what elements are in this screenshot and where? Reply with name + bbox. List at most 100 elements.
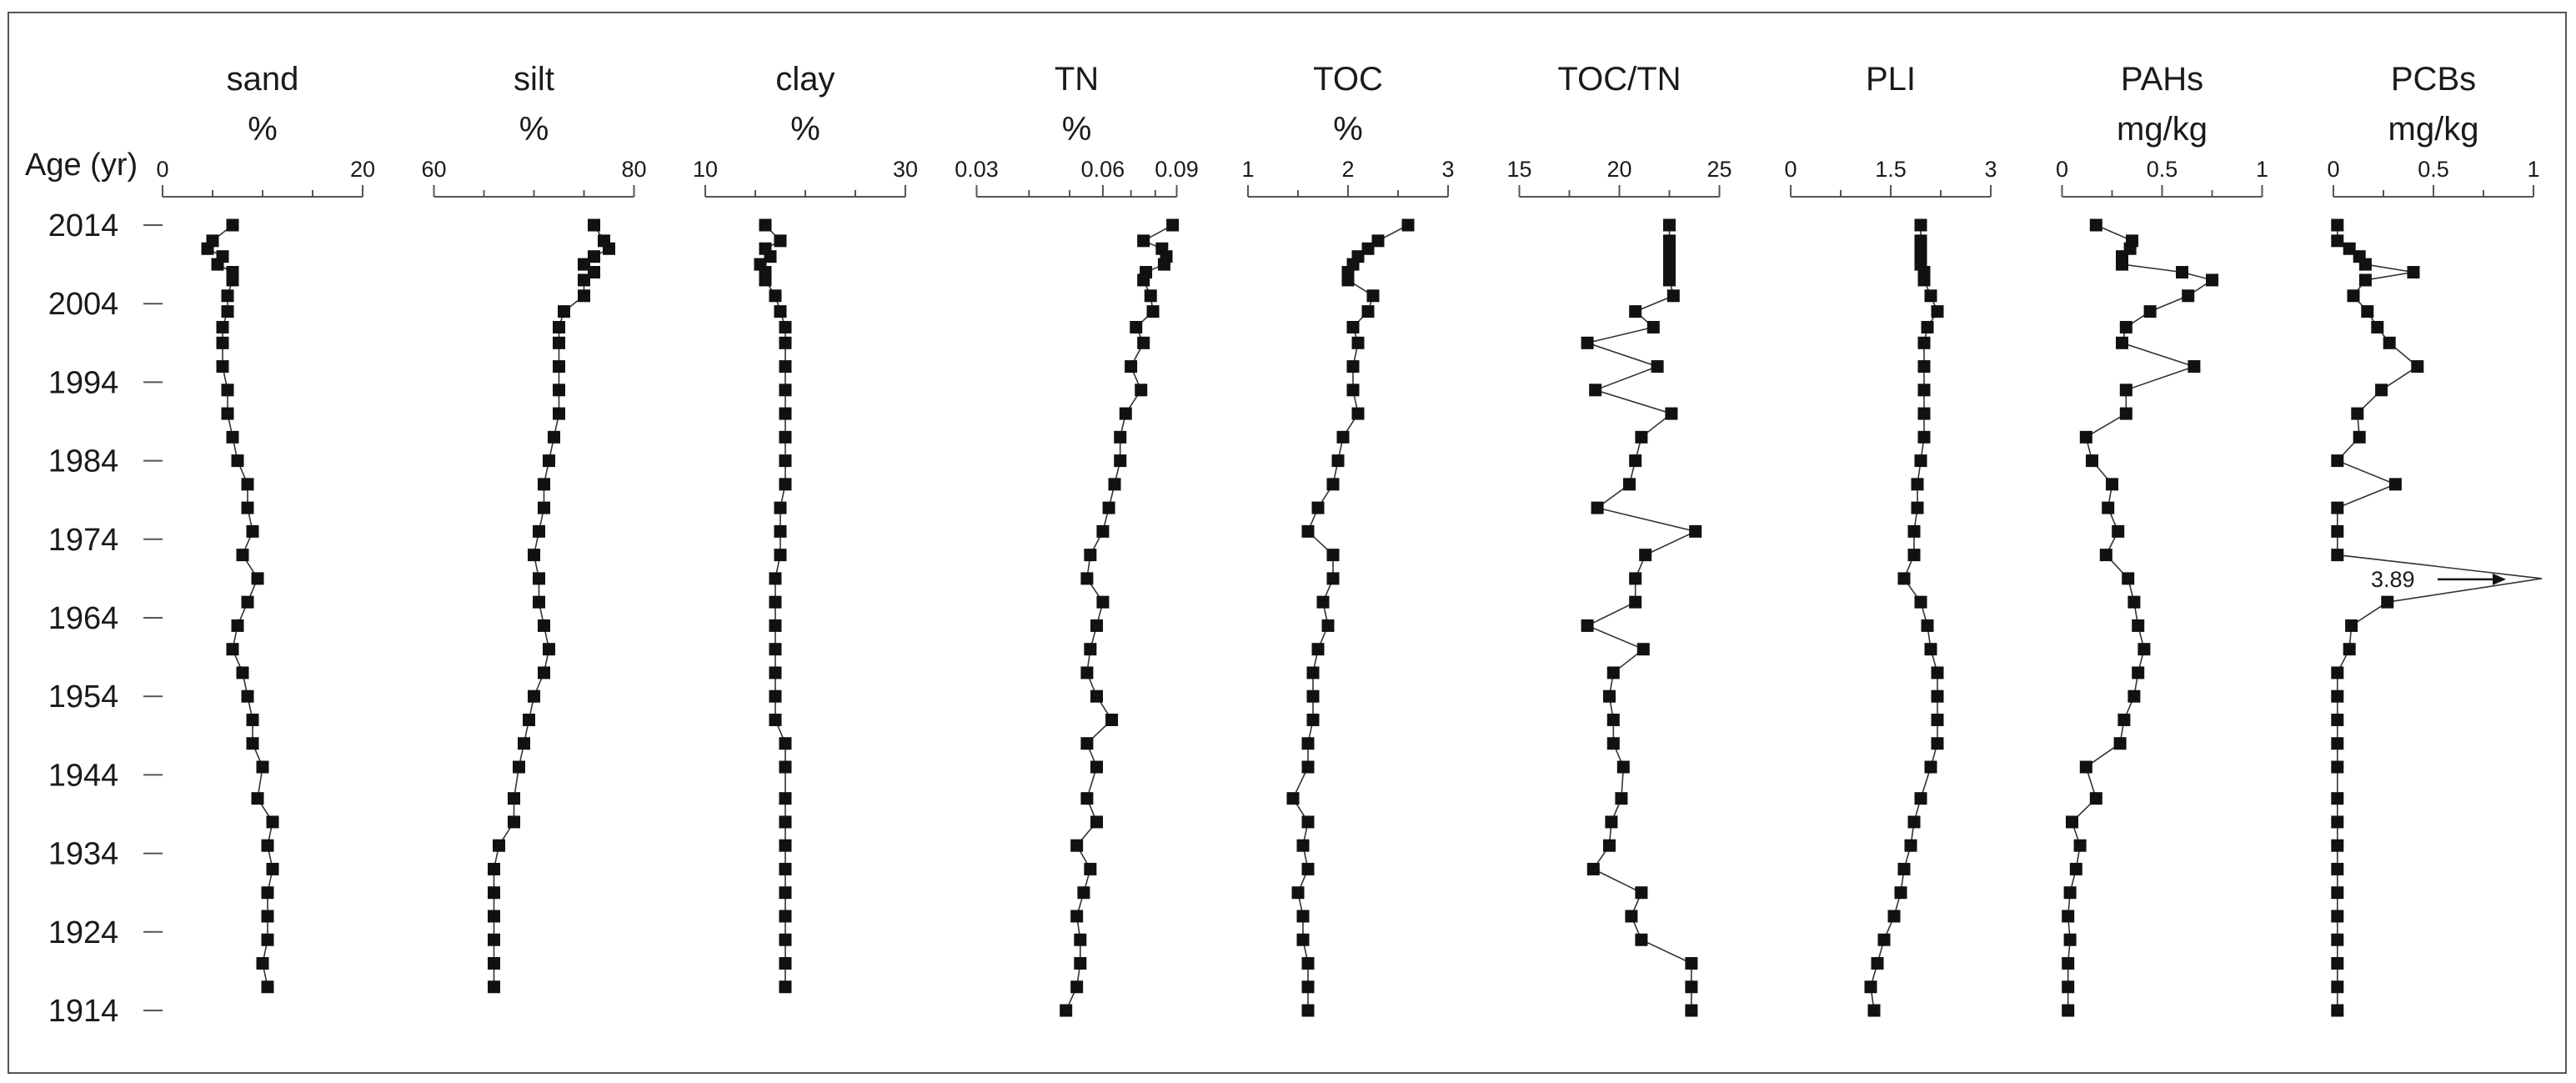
x-tick-label: 0.06 <box>1081 157 1125 182</box>
panel-title: TN <box>1055 61 1099 98</box>
data-point <box>779 384 792 397</box>
age-tick-label: 1994 <box>48 365 119 400</box>
data-point <box>769 689 782 703</box>
data-point <box>251 572 264 585</box>
data-point <box>508 815 520 829</box>
data-point <box>2407 266 2420 279</box>
data-point <box>2331 218 2344 232</box>
data-point <box>1316 595 1330 609</box>
data-point <box>1616 760 1630 774</box>
panel-title: PCBs <box>2391 61 2476 98</box>
data-point <box>1074 956 1087 970</box>
x-tick-label: 20 <box>350 157 375 182</box>
data-point <box>1346 384 1360 397</box>
data-point <box>1119 407 1132 420</box>
data-point <box>1108 478 1121 491</box>
data-point <box>1301 980 1315 994</box>
panel-title: silt <box>514 61 554 98</box>
panel-title: TOC/TN <box>1557 61 1681 98</box>
data-point <box>1907 815 1921 829</box>
data-point <box>1326 549 1340 562</box>
data-point <box>256 760 269 774</box>
panel-unit: % <box>519 111 549 148</box>
data-point <box>1629 454 1642 468</box>
x-tick-label: 10 <box>693 157 718 182</box>
data-point <box>779 478 792 491</box>
series-line <box>2336 225 2543 1010</box>
data-point <box>528 549 540 562</box>
data-point <box>1157 258 1170 271</box>
data-point <box>1911 501 1924 514</box>
data-point <box>226 643 239 656</box>
data-point <box>2331 956 2344 970</box>
data-point <box>553 407 565 420</box>
data-point <box>2331 689 2344 703</box>
data-point <box>518 737 530 750</box>
data-point <box>2062 910 2075 923</box>
data-point <box>246 524 259 538</box>
data-point <box>261 933 274 946</box>
data-point <box>261 980 274 994</box>
data-point <box>2069 862 2082 875</box>
x-tick-label: 3 <box>1441 157 1454 182</box>
data-point <box>759 273 772 287</box>
panel-pahs: PAHs mg/kg 0 0.5 1 <box>2056 61 2268 1017</box>
data-point <box>1605 815 1618 829</box>
data-point <box>241 478 254 491</box>
data-point <box>1629 305 1642 318</box>
data-point <box>774 234 787 248</box>
data-point <box>1401 218 1415 232</box>
data-point <box>1897 862 1911 875</box>
panel-pcbs: PCBs mg/kg 0 0.5 1 3.89 <box>2327 61 2543 1017</box>
data-point <box>2331 815 2344 829</box>
data-point <box>2119 320 2132 333</box>
data-point <box>2079 430 2092 444</box>
data-point <box>261 910 274 923</box>
data-point <box>603 242 615 255</box>
data-point <box>1914 595 1927 609</box>
data-point <box>2117 713 2131 726</box>
data-point <box>2112 524 2125 538</box>
data-point <box>2383 336 2396 349</box>
data-point <box>779 430 792 444</box>
data-point <box>261 886 274 900</box>
data-point <box>538 619 550 632</box>
panel-title: PLI <box>1866 61 1916 98</box>
data-point <box>261 839 274 852</box>
data-point <box>1146 305 1160 318</box>
data-point <box>553 360 565 374</box>
data-point <box>779 910 792 923</box>
data-point <box>769 619 782 632</box>
data-point <box>2345 619 2358 632</box>
data-point <box>764 250 777 263</box>
data-point <box>1931 305 1944 318</box>
data-point <box>1917 430 1931 444</box>
data-point <box>538 501 550 514</box>
data-point <box>779 760 792 774</box>
panel-silt: silt% 60 80 <box>421 61 647 994</box>
x-tick-label: 0.09 <box>1155 157 1199 182</box>
data-point <box>226 430 239 444</box>
data-point <box>1907 524 1921 538</box>
data-point <box>1361 305 1375 318</box>
x-tick-label: 0.03 <box>955 157 999 182</box>
age-tick-label: 2014 <box>48 208 119 243</box>
age-tick-label: 2004 <box>48 287 119 322</box>
data-point <box>246 737 259 750</box>
data-point <box>1137 234 1150 248</box>
data-point <box>221 407 234 420</box>
data-point <box>779 886 792 900</box>
data-point <box>769 713 782 726</box>
data-point <box>226 218 239 232</box>
data-point <box>779 980 792 994</box>
data-point <box>553 336 565 349</box>
data-point <box>1301 524 1315 538</box>
data-point <box>2331 234 2344 248</box>
data-point <box>1914 218 1927 232</box>
data-point <box>1077 886 1090 900</box>
data-point <box>553 320 565 333</box>
data-point <box>1301 956 1315 970</box>
data-point <box>1917 360 1931 374</box>
data-point <box>1060 1004 1073 1017</box>
data-point <box>2062 1004 2075 1017</box>
